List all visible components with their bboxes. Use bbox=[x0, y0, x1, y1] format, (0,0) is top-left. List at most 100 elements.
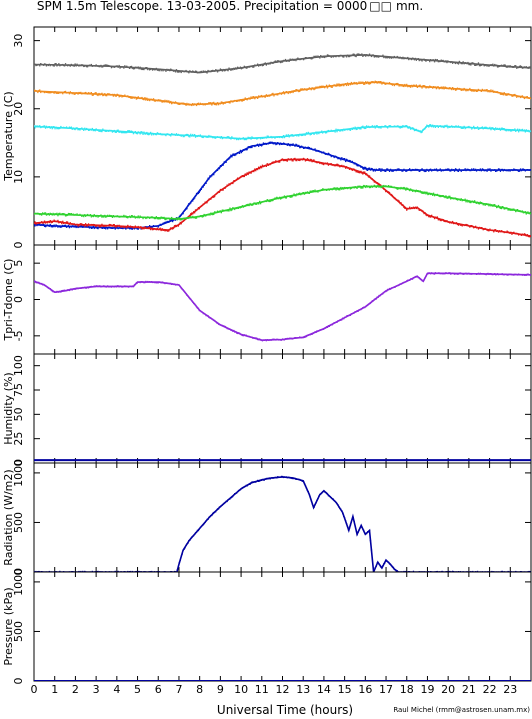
data-point bbox=[179, 103, 181, 105]
data-point bbox=[316, 149, 318, 152]
data-point bbox=[206, 314, 208, 317]
data-point bbox=[120, 215, 122, 218]
data-point bbox=[480, 170, 482, 172]
data-point bbox=[308, 147, 310, 149]
data-point bbox=[115, 226, 117, 229]
data-point bbox=[206, 136, 208, 138]
data-point bbox=[369, 54, 372, 56]
data-point bbox=[289, 134, 291, 136]
data-point bbox=[205, 103, 207, 105]
data-point bbox=[298, 135, 300, 137]
data-point bbox=[384, 562, 386, 564]
panel-frame bbox=[33, 353, 532, 464]
data-point bbox=[90, 223, 92, 226]
data-point bbox=[356, 534, 358, 536]
data-point bbox=[161, 281, 163, 283]
data-point bbox=[85, 129, 87, 131]
data-point bbox=[379, 565, 381, 567]
data-point bbox=[251, 336, 253, 338]
data-point bbox=[212, 173, 214, 176]
data-point bbox=[267, 95, 269, 97]
data-point bbox=[319, 162, 321, 165]
data-point bbox=[375, 182, 377, 184]
data-point bbox=[250, 482, 252, 484]
data-point bbox=[78, 570, 80, 572]
data-point bbox=[514, 65, 516, 67]
data-point bbox=[405, 170, 407, 172]
data-point bbox=[402, 170, 404, 172]
data-point bbox=[511, 66, 513, 68]
data-point bbox=[237, 491, 239, 493]
data-point bbox=[526, 273, 528, 275]
data-point bbox=[63, 225, 65, 227]
data-point bbox=[254, 98, 256, 100]
data-point bbox=[115, 95, 117, 97]
data-point bbox=[250, 65, 252, 67]
data-point bbox=[104, 225, 106, 227]
data-point bbox=[327, 129, 330, 132]
data-point bbox=[151, 134, 153, 136]
data-point bbox=[254, 168, 256, 170]
data-point bbox=[346, 187, 349, 190]
data-point bbox=[373, 168, 375, 171]
data-point bbox=[410, 127, 413, 130]
data-point bbox=[60, 92, 62, 94]
data-point bbox=[148, 281, 150, 283]
data-point bbox=[250, 146, 252, 149]
data-point bbox=[372, 126, 374, 128]
data-point bbox=[377, 296, 379, 298]
data-point bbox=[44, 63, 47, 65]
data-point bbox=[373, 181, 375, 183]
data-point bbox=[349, 167, 352, 169]
data-point bbox=[385, 185, 387, 187]
data-point bbox=[384, 185, 386, 188]
data-point bbox=[471, 90, 473, 92]
data-point bbox=[138, 227, 140, 229]
data-point bbox=[395, 199, 397, 201]
data-point bbox=[527, 235, 529, 237]
data-point bbox=[496, 169, 499, 172]
data-point bbox=[160, 134, 162, 136]
data-point bbox=[362, 125, 364, 127]
data-point bbox=[492, 63, 494, 65]
data-point bbox=[361, 126, 363, 128]
data-point bbox=[38, 281, 40, 284]
data-point bbox=[83, 129, 85, 131]
data-point bbox=[410, 84, 413, 87]
data-point bbox=[281, 158, 284, 160]
data-point bbox=[235, 100, 237, 102]
data-point bbox=[422, 169, 424, 171]
data-point bbox=[451, 168, 453, 170]
data-point bbox=[319, 131, 321, 133]
data-point bbox=[53, 214, 55, 216]
data-point bbox=[283, 195, 286, 197]
data-point bbox=[128, 96, 130, 98]
data-point bbox=[136, 228, 138, 230]
data-point bbox=[170, 100, 172, 103]
data-point bbox=[65, 64, 68, 66]
data-point bbox=[345, 315, 348, 317]
data-point bbox=[316, 499, 318, 502]
data-point bbox=[218, 102, 221, 105]
data-point bbox=[97, 129, 99, 131]
data-point bbox=[302, 480, 305, 483]
data-point bbox=[84, 570, 86, 572]
data-point bbox=[258, 65, 260, 67]
data-point bbox=[306, 146, 308, 149]
data-point bbox=[341, 164, 343, 167]
data-point bbox=[309, 147, 311, 150]
data-point bbox=[80, 570, 82, 572]
x-tick-label: 10 bbox=[234, 683, 248, 696]
data-point bbox=[383, 184, 385, 187]
data-point bbox=[291, 58, 293, 60]
data-point bbox=[316, 56, 318, 58]
data-point bbox=[431, 126, 433, 128]
data-point bbox=[92, 223, 94, 226]
data-point bbox=[209, 102, 211, 104]
data-point bbox=[244, 485, 246, 487]
data-point bbox=[318, 190, 320, 192]
data-point bbox=[366, 532, 368, 535]
data-point bbox=[175, 225, 178, 228]
data-point bbox=[526, 96, 528, 98]
data-point bbox=[37, 212, 39, 214]
